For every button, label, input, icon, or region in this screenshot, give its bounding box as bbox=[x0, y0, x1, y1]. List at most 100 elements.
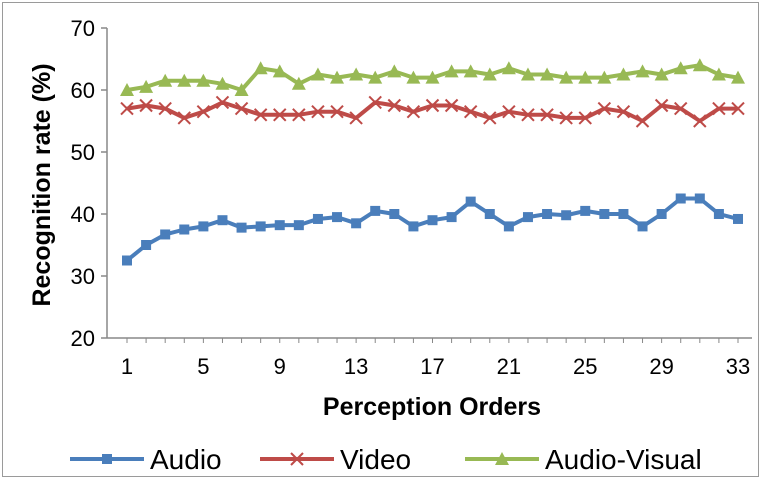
x-marker-stroke bbox=[349, 111, 363, 125]
data-point-audio bbox=[618, 209, 629, 219]
data-point-video bbox=[215, 95, 230, 110]
data-point-audio-visual bbox=[177, 73, 192, 87]
data-point-audio bbox=[160, 229, 171, 240]
data-point-video bbox=[196, 104, 211, 119]
data-point-audio bbox=[312, 213, 323, 224]
data-point-audio bbox=[370, 205, 381, 216]
x-marker-stroke bbox=[597, 101, 612, 116]
data-point-video bbox=[483, 111, 497, 125]
data-point-video bbox=[693, 114, 707, 128]
data-point-audio bbox=[465, 196, 476, 207]
legend-marker bbox=[290, 452, 304, 466]
data-point-video bbox=[731, 101, 745, 116]
x-tick-label: 17 bbox=[420, 354, 444, 379]
data-point-audio bbox=[122, 255, 132, 266]
data-point-video bbox=[120, 101, 134, 116]
x-marker-stroke bbox=[253, 108, 268, 122]
data-point-audio bbox=[389, 209, 400, 219]
data-point-audio-visual bbox=[139, 79, 154, 93]
data-point-audio-visual bbox=[291, 76, 306, 90]
x-marker-stroke bbox=[290, 452, 304, 466]
x-marker-stroke bbox=[463, 104, 478, 119]
data-point-video bbox=[253, 108, 268, 122]
data-point-audio-visual bbox=[330, 70, 345, 84]
data-point-audio bbox=[236, 222, 247, 233]
data-point-video bbox=[616, 104, 631, 119]
y-tick-label: 50 bbox=[71, 140, 95, 165]
data-point-audio-visual bbox=[692, 58, 707, 72]
x-marker-stroke bbox=[559, 111, 573, 125]
x-marker-stroke bbox=[139, 98, 153, 113]
data-point-audio bbox=[408, 221, 419, 232]
data-point-audio bbox=[522, 212, 533, 223]
data-point-audio-visual bbox=[158, 73, 173, 87]
data-point-audio bbox=[733, 213, 743, 224]
data-point-video bbox=[444, 98, 459, 113]
data-point-video bbox=[674, 101, 688, 116]
series-audio bbox=[122, 193, 743, 266]
y-tick-label: 20 bbox=[71, 326, 95, 351]
data-point-audio-visual bbox=[406, 70, 421, 84]
x-marker-stroke bbox=[521, 108, 535, 122]
data-point-audio bbox=[637, 221, 648, 232]
data-point-audio bbox=[675, 193, 686, 204]
data-point-audio bbox=[198, 221, 209, 232]
data-point-video bbox=[540, 108, 554, 122]
data-point-video bbox=[292, 108, 306, 122]
data-point-audio-visual bbox=[234, 83, 249, 96]
data-point-audio-visual bbox=[501, 61, 516, 75]
x-marker-stroke bbox=[368, 95, 382, 110]
data-point-video bbox=[368, 95, 382, 110]
x-marker-stroke bbox=[616, 104, 631, 119]
y-tick-label: 60 bbox=[71, 78, 95, 103]
data-point-video bbox=[406, 104, 421, 119]
series-layer bbox=[120, 58, 745, 266]
x-marker-stroke bbox=[177, 111, 191, 125]
data-point-audio bbox=[580, 205, 591, 216]
x-tick-label: 5 bbox=[197, 354, 209, 379]
x-marker-stroke bbox=[502, 104, 516, 119]
data-point-video bbox=[559, 111, 573, 125]
x-marker-stroke bbox=[292, 108, 306, 122]
x-marker-stroke bbox=[387, 98, 402, 113]
x-marker-stroke bbox=[425, 98, 440, 113]
data-point-video bbox=[521, 108, 535, 122]
x-marker-stroke bbox=[215, 95, 230, 110]
data-point-audio bbox=[427, 215, 438, 226]
x-marker-stroke bbox=[273, 108, 287, 122]
data-point-audio-visual bbox=[425, 70, 440, 84]
data-point-audio bbox=[141, 240, 152, 250]
y-axis-title: Recognition rate (%) bbox=[28, 63, 56, 306]
legend-marker bbox=[102, 454, 112, 464]
x-marker-stroke bbox=[158, 101, 172, 116]
data-point-audio-visual bbox=[253, 61, 268, 75]
x-marker-stroke bbox=[120, 101, 134, 116]
x-marker-stroke bbox=[674, 101, 688, 116]
x-tick-label: 21 bbox=[497, 354, 521, 379]
data-point-video bbox=[654, 98, 669, 113]
data-point-audio-visual bbox=[368, 70, 383, 84]
data-point-audio-visual bbox=[654, 67, 669, 81]
data-point-audio bbox=[293, 220, 304, 231]
x-axis-title: Perception Orders bbox=[323, 393, 541, 421]
data-point-video bbox=[425, 98, 440, 113]
data-point-audio bbox=[599, 209, 610, 219]
x-marker-stroke bbox=[654, 98, 669, 113]
data-point-video bbox=[139, 98, 153, 113]
legend-item-video: Video bbox=[260, 444, 411, 475]
y-tick-label: 70 bbox=[71, 16, 95, 41]
data-point-audio bbox=[484, 209, 495, 219]
data-point-video bbox=[463, 104, 478, 119]
x-marker-stroke bbox=[196, 104, 211, 119]
legend-item-audio: Audio bbox=[70, 444, 222, 475]
data-point-audio-visual bbox=[120, 83, 134, 96]
x-marker-stroke bbox=[578, 111, 592, 125]
data-point-video bbox=[177, 111, 191, 125]
x-marker-stroke bbox=[635, 114, 650, 128]
data-point-audio-visual bbox=[711, 67, 726, 81]
data-point-video bbox=[635, 114, 650, 128]
data-point-audio-visual bbox=[731, 70, 745, 84]
data-point-video bbox=[330, 104, 344, 119]
data-point-audio bbox=[351, 218, 362, 229]
data-point-audio-visual bbox=[635, 64, 650, 78]
